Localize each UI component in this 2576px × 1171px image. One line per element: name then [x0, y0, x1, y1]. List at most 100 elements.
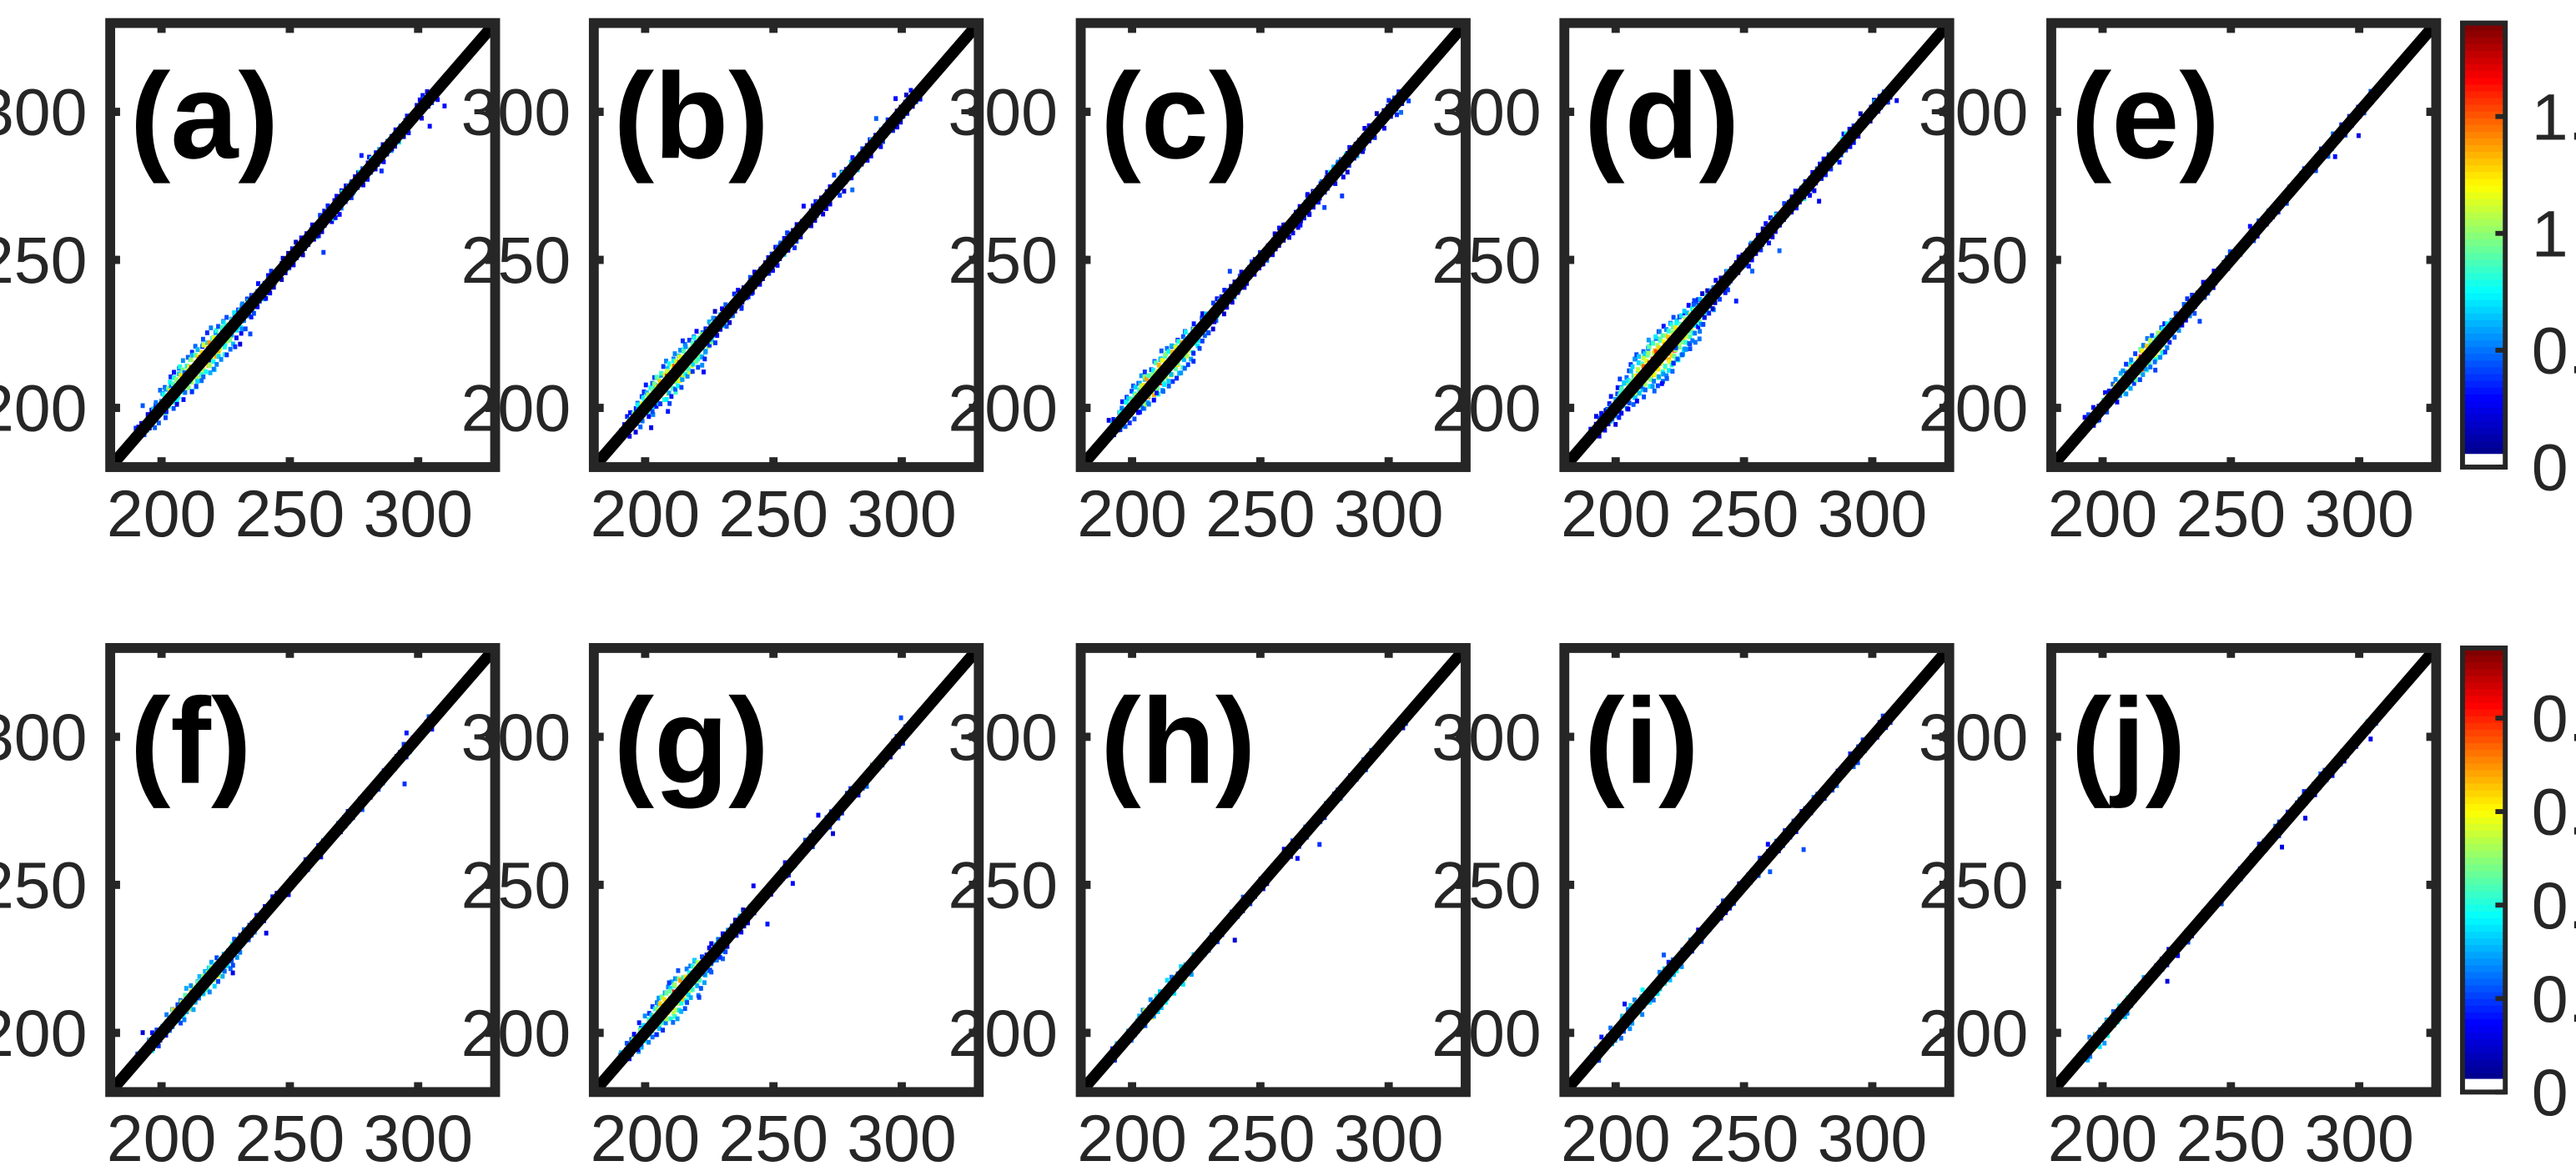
density-cell	[189, 357, 194, 363]
density-cell	[1623, 1001, 1628, 1007]
colorbar-swatch	[2462, 1065, 2506, 1073]
density-cell	[1670, 324, 1675, 330]
density-cell	[1640, 1012, 1645, 1018]
density-cell	[1723, 290, 1728, 295]
density-cell	[168, 379, 173, 385]
density-cell	[1750, 269, 1755, 274]
density-cell	[1618, 1035, 1623, 1041]
density-cell	[1858, 111, 1863, 117]
density-cell	[2090, 405, 2096, 410]
density-cell	[671, 1019, 676, 1025]
density-cell	[688, 995, 693, 1000]
density-cell	[229, 958, 234, 963]
density-cell	[669, 394, 674, 400]
density-cell	[2134, 377, 2139, 383]
colorbar-swatch	[2462, 117, 2506, 125]
density-cell	[1767, 240, 1771, 246]
density-cell	[679, 384, 684, 390]
density-cell	[239, 330, 244, 336]
density-cell	[694, 329, 699, 334]
density-cell	[222, 344, 227, 350]
density-cell	[1633, 373, 1638, 379]
y-tick-label: 200	[461, 372, 571, 445]
density-cell	[751, 883, 756, 889]
density-cell	[1307, 212, 1312, 218]
density-cell	[201, 367, 206, 373]
colorbar-swatch	[2462, 366, 2506, 374]
density-cell	[1657, 329, 1662, 334]
density-cell	[1634, 390, 1639, 396]
density-cell	[1654, 349, 1659, 354]
density-cell	[1170, 974, 1174, 980]
density-cell	[309, 222, 314, 228]
density-cell	[2082, 415, 2087, 420]
colorbar-swatch	[2462, 741, 2506, 751]
density-cell	[1150, 372, 1155, 378]
colorbar-swatch	[2462, 440, 2506, 449]
density-cell	[1155, 385, 1160, 391]
density-cell	[664, 991, 669, 996]
density-cell	[1657, 345, 1662, 351]
density-cell	[2148, 338, 2153, 344]
density-cell	[178, 364, 183, 369]
density-cell	[1291, 230, 1296, 236]
density-cell	[690, 340, 695, 346]
density-cell	[692, 335, 697, 340]
density-cell	[1683, 347, 1688, 352]
panels: 200250300200250300(a)200250300200250300(…	[0, 18, 2442, 1171]
density-cell	[677, 377, 682, 382]
colorbar-swatch	[2462, 285, 2506, 294]
density-cell	[228, 966, 233, 972]
y-tick-label: 250	[461, 224, 571, 297]
colorbar-swatch	[2462, 903, 2506, 912]
density-cell	[1679, 352, 1684, 358]
density-cell	[1725, 287, 1730, 293]
density-cell	[1671, 360, 1676, 366]
density-cell	[1634, 352, 1639, 358]
density-cell	[850, 187, 855, 193]
density-cell	[649, 1013, 654, 1018]
density-cell	[1661, 339, 1666, 344]
density-cell	[233, 344, 238, 349]
colorbar-swatch	[2462, 654, 2506, 663]
density-cell	[669, 979, 674, 984]
colorbar-tick-label: 0.4	[2532, 869, 2576, 942]
density-cell	[1694, 300, 1699, 306]
x-tick-label: 300	[1818, 1102, 1928, 1171]
density-cell	[727, 319, 732, 325]
density-cell	[1667, 359, 1672, 364]
density-cell	[2176, 328, 2181, 334]
density-cell	[625, 414, 630, 420]
axes-frame	[2046, 18, 2442, 472]
density-cell	[1661, 324, 1666, 329]
density-cell	[195, 347, 200, 352]
density-cell	[1133, 384, 1138, 390]
density-cell	[1688, 341, 1693, 347]
density-cell	[685, 1000, 690, 1005]
colorbar-tick-label: 1.5	[2532, 80, 2576, 153]
density-cell	[1650, 384, 1655, 389]
colorbar-swatch	[2462, 1072, 2506, 1080]
density-cell	[1663, 333, 1668, 339]
density-cell	[700, 954, 704, 960]
x-tick-label: 250	[2176, 477, 2287, 550]
colorbar-swatch	[2462, 850, 2506, 858]
density-cell	[153, 400, 158, 405]
density-cell	[1406, 98, 1411, 103]
density-cell	[2145, 336, 2150, 341]
density-cell	[1812, 188, 1817, 193]
density-cell	[1692, 298, 1697, 304]
y-tick-label: 250	[1431, 224, 1542, 297]
density-cell	[647, 1039, 652, 1045]
colorbar-swatch	[2462, 829, 2506, 838]
density-cell	[1125, 395, 1130, 401]
density-cell	[1626, 1007, 1630, 1013]
x-tick-label: 300	[847, 1102, 957, 1171]
density-cell	[1633, 395, 1638, 400]
density-cell	[1618, 376, 1623, 382]
panel-label: (i)	[1584, 673, 1699, 809]
density-cell	[1597, 433, 1602, 439]
panel-label: (f)	[130, 673, 252, 809]
density-cell	[2247, 224, 2252, 229]
